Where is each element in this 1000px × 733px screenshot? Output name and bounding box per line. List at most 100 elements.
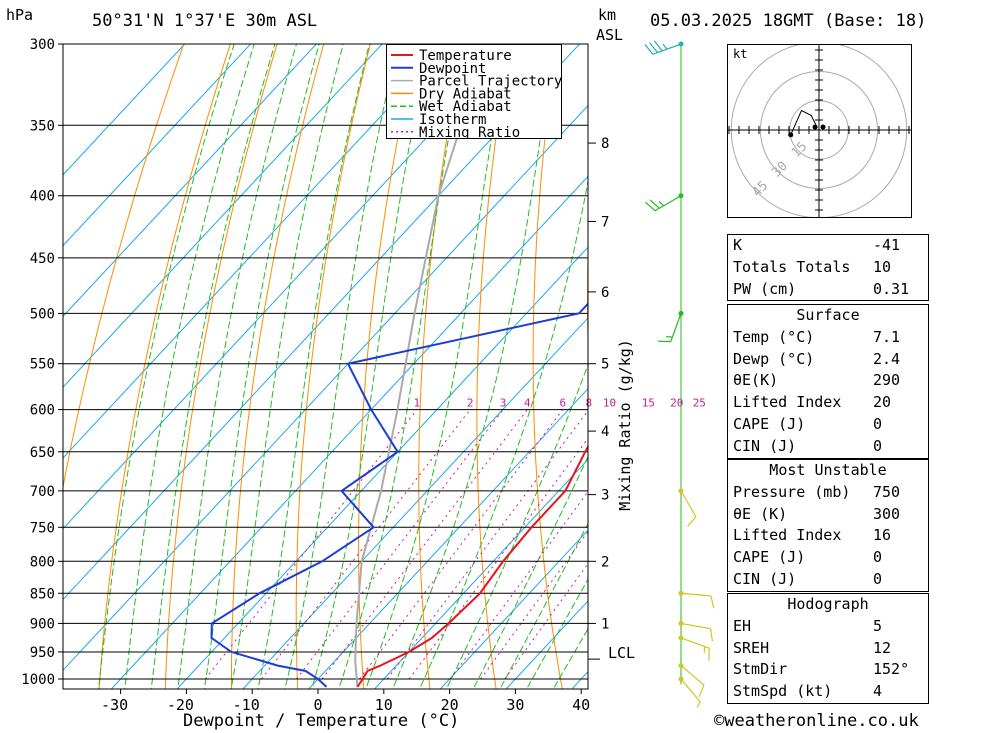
- pressure-tick-label: 550: [30, 357, 55, 373]
- wind-level-dot: [678, 193, 684, 199]
- km-unit-label: km: [598, 6, 617, 24]
- mixing-ratio-tick-label: 6: [559, 397, 566, 410]
- legend: Temperature Dewpoint Parcel Trajectory Dry …: [386, 44, 562, 141]
- pressure-tick-label: 600: [30, 403, 55, 419]
- wind-barb-flag: [644, 43, 654, 55]
- wet-adiabat-line: [311, 44, 431, 689]
- isotherm-line: [63, 44, 318, 318]
- table-row: Dewp (°C) 2.4: [733, 349, 901, 368]
- indices-table: K -41 Totals Totals 10 PW (cm) 0.31: [727, 234, 929, 302]
- mixing-ratio-tick-label: 2: [467, 397, 474, 410]
- dry-adiabat-line: [98, 44, 231, 689]
- table-row: StmDir 152°: [733, 660, 910, 679]
- dry-adiabat-line: [532, 44, 563, 689]
- wind-level-dot: [678, 676, 684, 682]
- most-unstable-title: Most Unstable: [769, 461, 887, 479]
- wind-barb-flag: [645, 201, 656, 212]
- mixing-ratio-line: [321, 409, 528, 680]
- wet-adiabat-line: [419, 178, 588, 689]
- mixing-ratio-line: [408, 437, 588, 680]
- temperature-tick-label: 0: [313, 696, 322, 714]
- mixing-ratio-tick-label: 10: [603, 397, 616, 410]
- mixing-ratio-line: [480, 530, 588, 680]
- mixing-ratio-line: [450, 490, 588, 680]
- legend-label: Mixing Ratio: [419, 125, 520, 138]
- surface-table: Surface Temp (°C) 7.1 Dewp (°C) 2.4 θE(K) 2…: [727, 304, 929, 459]
- temperature-line: [356, 444, 588, 688]
- wet-adiabat-line: [230, 44, 344, 689]
- temperature-tick-label: -30: [101, 696, 128, 714]
- km-tick-label: 5: [601, 357, 609, 373]
- dry-adiabat-line: [164, 44, 278, 689]
- wet-adiabat-line: [177, 44, 298, 689]
- hodograph-table: Hodograph EH 5 SREH 12 StmDir 152° StmSpd (…: [727, 593, 929, 704]
- storm-motion-point: [820, 124, 826, 130]
- legend-label: Isotherm: [419, 112, 486, 128]
- table-row: Lifted Index 20: [733, 393, 892, 412]
- x-axis-label: Dewpoint / Temperature (°C): [183, 711, 460, 731]
- wind-level-dot: [678, 663, 684, 669]
- wind-barb-half: [696, 701, 701, 708]
- hodograph-ring-label: 30: [769, 159, 791, 181]
- most-unstable-table: Most Unstable Pressure (mb) 750 θE (K) 300…: [727, 459, 929, 592]
- mixing-ratio-line: [504, 562, 588, 680]
- pressure-tick-label: 450: [30, 251, 55, 267]
- datetime-title: 05.03.2025 18GMT (Base: 18): [650, 11, 927, 31]
- isotherm-line: [63, 44, 252, 247]
- dry-adiabat-line: [295, 44, 371, 689]
- isotherm-line: [63, 44, 186, 176]
- dry-adiabat-line: [231, 44, 325, 689]
- wind-barb-half: [662, 43, 668, 50]
- skewt-diagram: 1 2 3 4 6 8 10 15 20 25 3003504004505005506006507…: [21, 8, 720, 714]
- mixing-ratio-axis-label: Mixing Ratio (g/kg): [616, 339, 634, 511]
- isotherm-line: [373, 458, 588, 689]
- wind-barb-flag: [710, 595, 715, 609]
- temperature-tick-label: -10: [233, 696, 260, 714]
- lcl-label: LCL: [608, 644, 636, 662]
- wind-barb-flag: [649, 199, 660, 209]
- dry-adiabat-line: [358, 44, 418, 689]
- mixing-ratio-tick-label: 15: [642, 397, 655, 410]
- table-row: CAPE (J) 0: [733, 414, 883, 433]
- wind-barb-flag: [653, 40, 663, 52]
- wind-level-dot: [678, 590, 684, 596]
- wet-adiabat-line: [124, 44, 255, 689]
- table-row: PW (cm) 0.31: [733, 279, 910, 298]
- wind-barb-flag: [687, 516, 697, 527]
- table-row: θE (K) 300: [733, 504, 901, 523]
- km-tick-label: 7: [601, 214, 609, 230]
- wet-adiabat-line: [445, 363, 588, 689]
- dewpoint-line: [210, 302, 588, 688]
- dry-adiabat-line: [640, 8, 698, 705]
- wind-barb: [678, 488, 697, 527]
- wind-barb-flag: [649, 42, 658, 53]
- isotherm-line: [63, 104, 588, 671]
- wind-level-dot: [678, 310, 684, 316]
- table-row: CAPE (J) 0: [733, 548, 883, 567]
- temperature-tick-label: 10: [375, 696, 393, 714]
- table-row: K -41: [733, 236, 901, 254]
- mixing-ratio-line: [295, 409, 504, 680]
- pressure-tick-label: 350: [30, 118, 55, 134]
- wind-barb-staff: [680, 678, 701, 703]
- wind-barb-staff: [680, 490, 697, 518]
- wind-barb: [678, 676, 701, 708]
- wind-barb: [678, 620, 713, 642]
- legend-label: Dewpoint: [419, 61, 486, 77]
- wind-level-dot: [678, 41, 684, 47]
- isotherm-line: [439, 529, 588, 689]
- hodograph-title: Hodograph: [787, 595, 869, 613]
- pressure-tick-label: 800: [30, 554, 55, 570]
- wind-barb-half: [658, 201, 665, 207]
- pressure-tick-label: 900: [30, 616, 55, 632]
- pressure-tick-label: 500: [30, 306, 55, 322]
- table-row: SREH 12: [733, 638, 892, 657]
- dry-adiabat-line: [692, 8, 720, 705]
- km-tick-label: 8: [601, 136, 609, 152]
- hodograph-unit-label: kt: [733, 47, 747, 61]
- mixing-ratio-tick-label: 3: [500, 397, 507, 410]
- legend-label: Temperature: [419, 48, 512, 64]
- temperature-tick-label: 30: [506, 696, 524, 714]
- wind-barb: [658, 310, 684, 343]
- isotherm-line: [623, 8, 720, 705]
